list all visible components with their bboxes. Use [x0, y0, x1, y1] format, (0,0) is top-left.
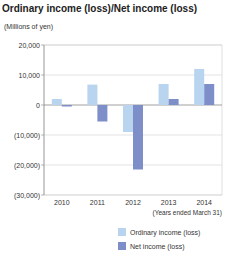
bar [62, 105, 72, 107]
legend-label: Net income (loss) [130, 243, 184, 251]
bar [133, 105, 143, 170]
bar [97, 105, 107, 122]
y-tick [41, 135, 44, 136]
y-tick-label: 0 [36, 102, 40, 109]
y-tick [41, 75, 44, 76]
bar [194, 69, 204, 105]
note: (Years ended March 31) [153, 209, 223, 217]
y-tick-label: (30,000) [14, 192, 40, 200]
grid-line [44, 45, 222, 46]
bar [52, 99, 62, 105]
legend-label: Ordinary income (loss) [130, 229, 200, 237]
y-axis [44, 45, 45, 195]
legend-swatch [118, 242, 126, 250]
y-tick-label: (10,000) [14, 132, 40, 140]
bar [159, 84, 169, 105]
y-tick-label: (20,000) [14, 162, 40, 170]
bar [169, 99, 179, 105]
bar [123, 105, 133, 132]
x-tick-label: 2010 [54, 199, 70, 206]
bars [52, 69, 214, 170]
y-tick-label: 20,000 [19, 42, 41, 49]
x-tick-label: 2014 [196, 199, 212, 206]
bar [204, 84, 214, 105]
legend-swatch [118, 228, 126, 236]
x-tick-label: 2011 [90, 199, 105, 206]
y-tick [41, 195, 44, 196]
y-tick [41, 45, 44, 46]
title: Ordinary income (loss)/Net income (loss) [2, 3, 197, 14]
plot-frame [44, 45, 222, 195]
y-tick-label: 10,000 [19, 72, 41, 79]
y-tick [41, 105, 44, 106]
grid-line [44, 195, 222, 196]
bar [87, 85, 97, 105]
x-tick-label: 2013 [161, 199, 177, 206]
y-tick [41, 165, 44, 166]
y-axis-label: (Millions of yen) [4, 23, 53, 31]
x-tick-label: 2012 [125, 199, 141, 206]
